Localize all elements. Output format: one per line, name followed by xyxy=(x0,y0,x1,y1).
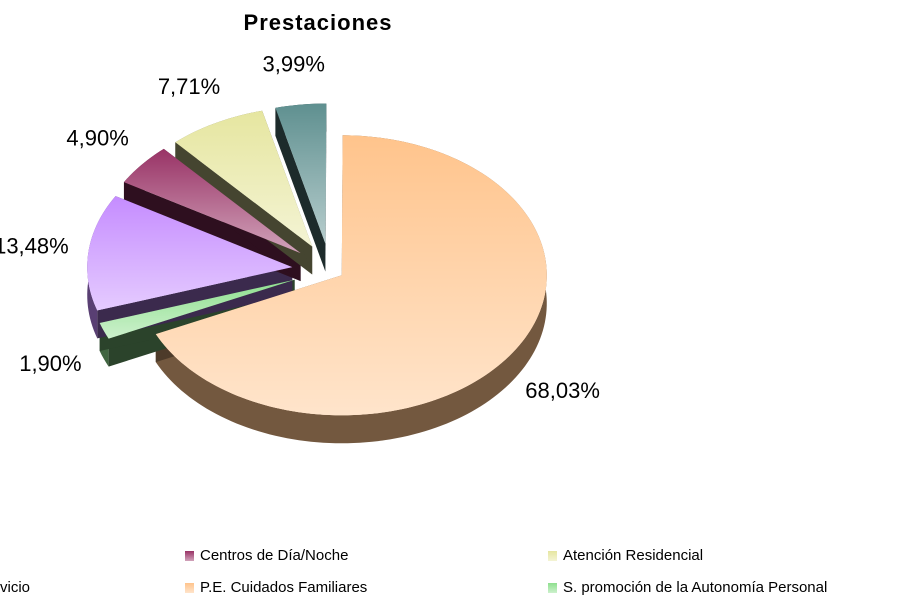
legend-label: Centros de Día/Noche xyxy=(200,547,348,564)
slice-edge xyxy=(325,103,327,272)
legend-label: S. promoción de la Autonomía Personal xyxy=(563,579,827,596)
legend-label: Atención Residencial xyxy=(563,547,703,564)
legend-swatch-shine xyxy=(548,551,557,561)
slice-edge xyxy=(275,107,326,272)
slice-shine xyxy=(275,103,327,244)
legend-label: P.E. Cuidados Familiares xyxy=(200,579,367,596)
legend-label: vicio xyxy=(0,579,30,596)
slice-shine xyxy=(87,196,293,311)
legend-swatch-shine xyxy=(548,583,557,593)
legend-swatch-shine xyxy=(185,583,194,593)
data-label: 3,99% xyxy=(263,52,325,77)
slice-shine xyxy=(175,110,313,247)
data-label: 1,90% xyxy=(19,351,81,376)
slice-shine xyxy=(123,148,301,254)
data-label: 13,48% xyxy=(0,233,69,258)
data-label: 68,03% xyxy=(525,378,600,403)
slice-shine xyxy=(99,279,295,339)
slice-shine xyxy=(155,135,547,416)
legend-swatch-shine xyxy=(185,551,194,561)
chart-title: Prestaciones xyxy=(244,10,393,35)
data-label: 4,90% xyxy=(66,125,128,150)
data-label: 7,71% xyxy=(158,74,220,99)
